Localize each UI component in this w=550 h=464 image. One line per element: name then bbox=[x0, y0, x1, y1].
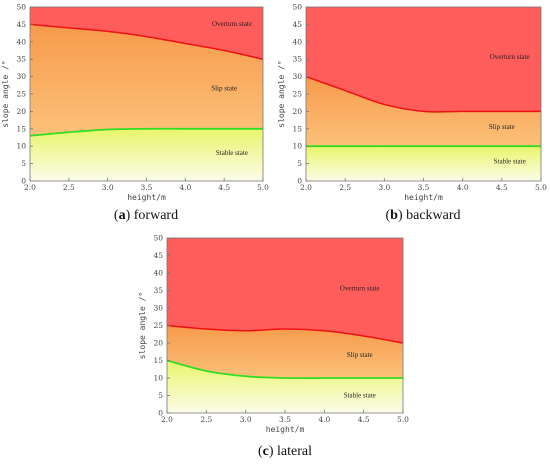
x-tick-label: 4.0 bbox=[179, 183, 191, 192]
panel-b-backward: 2.0 2.5 3.0 3.5 4.0 4.5 5.0 0 5 10 15 20 25 30 35 40 45 5… bbox=[277, 3, 547, 224]
x-tick-label: 3.0 bbox=[378, 183, 390, 192]
x-tick-label: 2.5 bbox=[63, 183, 75, 192]
panel-a-forward: 2.0 2.5 3.0 3.5 4.0 4.5 5.0 0 5 10 15 20 25 30 35 40 45 5… bbox=[1, 3, 269, 224]
region-label: Slip state bbox=[489, 123, 515, 131]
y-tick-label: 10 bbox=[292, 142, 302, 151]
y-tick-label: 35 bbox=[292, 55, 302, 64]
region-label: Stable state bbox=[344, 391, 376, 399]
y-axis-label: slope angle /° bbox=[138, 292, 147, 359]
panel-c-lateral: 2.0 2.5 3.0 3.5 4.0 4.5 5.0 0 5 10 15 20 25 30 35 40 45 5… bbox=[138, 234, 409, 460]
y-tick-label: 50 bbox=[153, 234, 163, 243]
panel-caption: (c) lateral bbox=[258, 444, 312, 459]
y-tick-label: 30 bbox=[16, 72, 26, 81]
x-tick-label: 3.5 bbox=[141, 183, 153, 192]
y-tick-label: 40 bbox=[153, 269, 163, 278]
y-tick-label: 45 bbox=[292, 20, 302, 29]
x-tick-label: 2.5 bbox=[200, 415, 212, 424]
x-tick-label: 5.0 bbox=[397, 415, 409, 424]
x-tick-label: 5.0 bbox=[535, 183, 547, 192]
stable-region bbox=[30, 128, 263, 181]
x-tick-label: 3.5 bbox=[279, 415, 291, 424]
x-tick-label: 4.0 bbox=[457, 183, 469, 192]
slip-boundary-line bbox=[29, 127, 263, 137]
y-tick-label: 15 bbox=[292, 124, 302, 133]
y-tick-label: 5 bbox=[21, 159, 26, 168]
x-tick-label: 2.5 bbox=[339, 183, 351, 192]
y-tick-label: 35 bbox=[16, 55, 26, 64]
x-tick-label: 3.0 bbox=[240, 415, 252, 424]
stable-region bbox=[167, 360, 403, 413]
y-tick-label: 50 bbox=[292, 3, 302, 12]
y-tick-label: 5 bbox=[297, 159, 302, 168]
y-tick-label: 20 bbox=[292, 107, 302, 116]
y-tick-label: 0 bbox=[297, 177, 302, 186]
y-tick-label: 0 bbox=[158, 409, 163, 418]
y-tick-label: 40 bbox=[292, 37, 302, 46]
slip-region bbox=[167, 325, 403, 379]
y-tick-label: 25 bbox=[153, 321, 163, 330]
region-label: Slip state bbox=[347, 351, 373, 359]
x-tick-label: 5.0 bbox=[257, 183, 269, 192]
panel-caption: (b) backward bbox=[385, 208, 460, 223]
x-tick-label: 2.0 bbox=[24, 183, 36, 192]
y-axis-label: slope angle /° bbox=[1, 60, 10, 127]
region-label: Overturn state bbox=[490, 53, 530, 61]
y-tick-label: 35 bbox=[153, 286, 163, 295]
slip-region bbox=[30, 24, 263, 136]
stable-region bbox=[306, 146, 541, 181]
y-tick-label: 40 bbox=[16, 37, 26, 46]
x-axis-label: height/m bbox=[127, 193, 166, 202]
x-tick-label: 4.5 bbox=[358, 415, 370, 424]
region-label: Stable state bbox=[494, 158, 526, 166]
overturn-boundary-line bbox=[305, 75, 541, 113]
x-tick-label: 4.5 bbox=[218, 183, 230, 192]
y-tick-label: 0 bbox=[21, 177, 26, 186]
y-tick-label: 15 bbox=[16, 124, 26, 133]
overturn-boundary-line bbox=[166, 324, 404, 344]
region-label: Overturn state bbox=[212, 20, 252, 28]
y-tick-label: 50 bbox=[16, 3, 26, 12]
y-tick-label: 5 bbox=[158, 391, 163, 400]
y-axis-label: slope angle /° bbox=[277, 60, 286, 127]
x-tick-label: 2.0 bbox=[300, 183, 312, 192]
y-tick-label: 30 bbox=[292, 72, 302, 81]
y-tick-label: 20 bbox=[16, 107, 26, 116]
y-tick-label: 10 bbox=[153, 374, 163, 383]
region-label: Overturn state bbox=[340, 285, 380, 293]
x-tick-label: 4.5 bbox=[496, 183, 508, 192]
x-axis-label: height/m bbox=[266, 425, 305, 434]
y-tick-label: 25 bbox=[292, 90, 302, 99]
panel-caption: (a) forward bbox=[114, 208, 178, 223]
y-tick-label: 25 bbox=[16, 90, 26, 99]
x-tick-label: 3.0 bbox=[102, 183, 114, 192]
y-tick-label: 10 bbox=[16, 142, 26, 151]
y-tick-label: 20 bbox=[153, 339, 163, 348]
y-tick-label: 45 bbox=[153, 251, 163, 260]
y-tick-label: 30 bbox=[153, 304, 163, 313]
x-tick-label: 3.5 bbox=[418, 183, 430, 192]
region-label: Stable state bbox=[216, 149, 248, 157]
overturn-boundary-line bbox=[29, 23, 264, 60]
y-tick-label: 15 bbox=[153, 356, 163, 365]
slip-region bbox=[306, 76, 541, 147]
region-label: Slip state bbox=[211, 85, 237, 93]
x-tick-label: 2.0 bbox=[161, 415, 173, 424]
x-axis-label: height/m bbox=[404, 193, 443, 202]
x-tick-label: 4.0 bbox=[318, 415, 330, 424]
y-tick-label: 45 bbox=[16, 20, 26, 29]
slip-boundary-line bbox=[166, 359, 403, 380]
